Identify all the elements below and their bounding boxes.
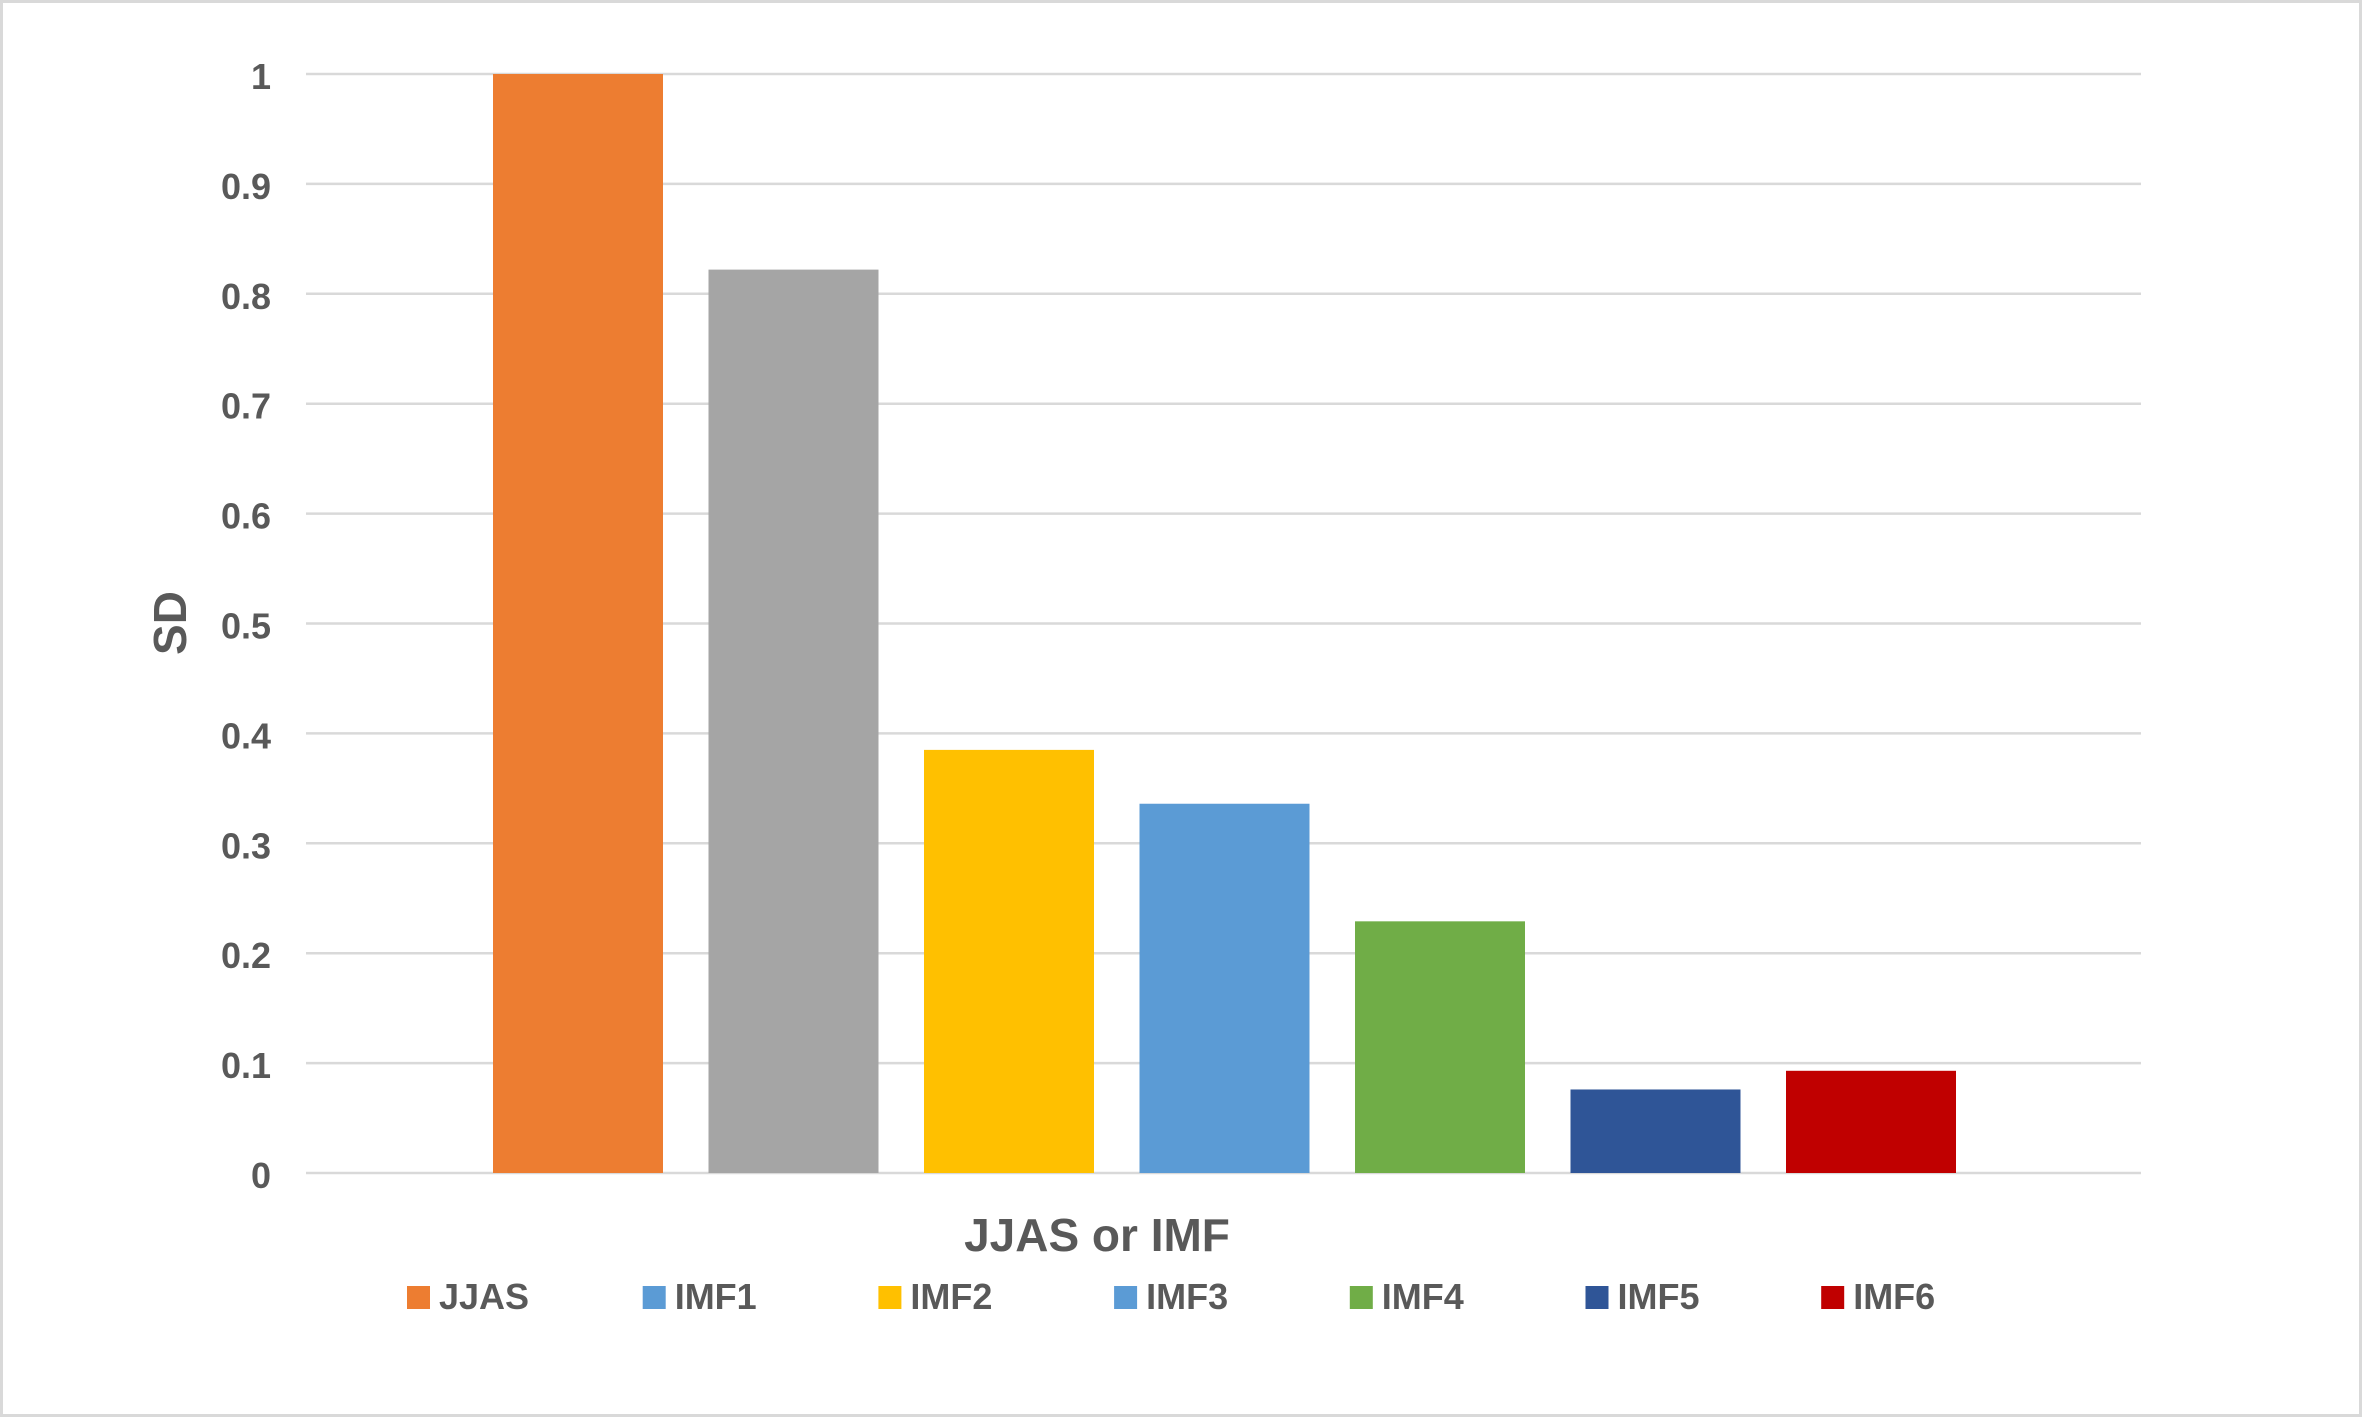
y-tick-label: 0.5 <box>221 606 271 647</box>
legend-label-imf3: IMF3 <box>1146 1276 1228 1317</box>
legend-label-imf1: IMF1 <box>675 1276 757 1317</box>
legend-swatch-imf2 <box>878 1286 902 1309</box>
legend-label-imf5: IMF5 <box>1618 1276 1700 1317</box>
legend-swatch-imf6 <box>1821 1286 1845 1309</box>
legend-swatch-imf3 <box>1114 1286 1138 1309</box>
legend-label-imf4: IMF4 <box>1382 1276 1464 1317</box>
y-tick-label: 0.6 <box>221 496 271 537</box>
legend-label-jjas: JJAS <box>439 1276 529 1317</box>
y-tick-label: 0.9 <box>221 166 271 207</box>
y-tick-label: 0.7 <box>221 386 271 427</box>
y-tick-label: 0.4 <box>221 715 271 756</box>
legend-swatch-jjas <box>407 1286 430 1309</box>
legend-label-imf2: IMF2 <box>910 1276 992 1317</box>
legend: JJAS IMF1 IMF2 IMF3 IMF4 IMF5 IMF6 <box>407 1276 1935 1317</box>
y-tick-label: 0.3 <box>221 825 271 866</box>
bar-jjas <box>493 74 663 1173</box>
y-tick-label: 0.8 <box>221 276 271 317</box>
legend-swatch-imf4 <box>1349 1286 1373 1309</box>
x-axis-label: JJAS or IMF <box>964 1209 1230 1261</box>
bar-imf3 <box>1139 803 1310 1173</box>
bars <box>493 74 1956 1173</box>
bar-imf5 <box>1570 1089 1741 1173</box>
y-axis-label: SD <box>144 591 196 655</box>
y-tick-label: 0 <box>251 1155 271 1196</box>
y-tick-label: 0.2 <box>221 935 271 976</box>
bar-imf1 <box>708 269 879 1173</box>
y-tick-label: 0.1 <box>221 1045 271 1086</box>
bar-imf4 <box>1355 921 1525 1173</box>
bar-imf6 <box>1786 1070 1956 1173</box>
legend-label-imf6: IMF6 <box>1853 1276 1935 1317</box>
legend-swatch-imf5 <box>1585 1286 1609 1309</box>
bar-imf2 <box>924 749 1094 1173</box>
y-tick-labels: 0 0.1 0.2 0.3 0.4 0.5 0.6 0.7 0.8 0.9 1 <box>221 56 271 1196</box>
y-tick-label: 1 <box>251 56 271 97</box>
bar-chart: 0 0.1 0.2 0.3 0.4 0.5 0.6 0.7 0.8 0.9 1 SD JJAS or… <box>144 56 2141 1317</box>
legend-swatch-imf1 <box>642 1286 666 1309</box>
